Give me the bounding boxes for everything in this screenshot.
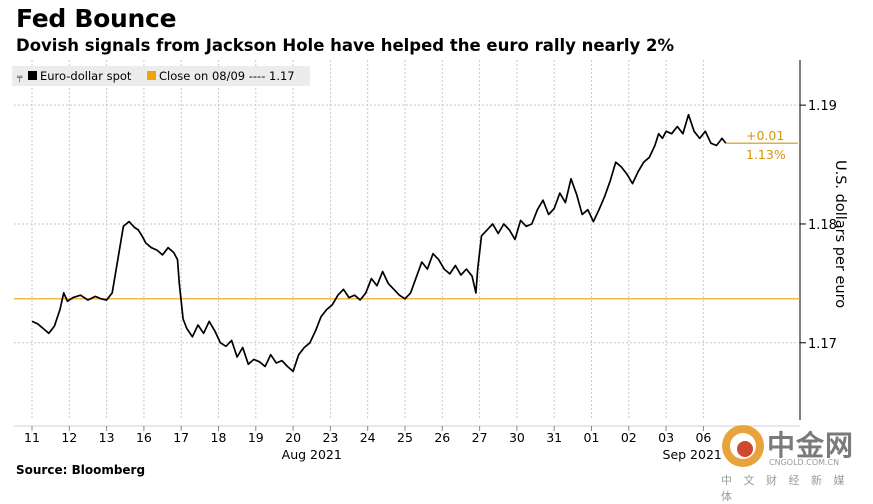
legend-swatch-spot xyxy=(28,71,37,80)
month-label-0: Aug 2021 xyxy=(282,447,342,462)
x-tick-label-9: 24 xyxy=(360,430,376,445)
watermark-domain: CNGOLD.COM.CN xyxy=(769,458,840,467)
x-tick-label-3: 16 xyxy=(136,430,152,445)
watermark-tagline: 中 文 财 经 新 媒 体 xyxy=(721,474,849,503)
annotation-change: +0.01 xyxy=(746,128,784,143)
x-tick-label-6: 19 xyxy=(248,430,264,445)
x-tick-label-13: 30 xyxy=(509,430,525,445)
legend-swatch-close xyxy=(147,71,156,80)
legend-label-close: Close on 08/09 ---- 1.17 xyxy=(159,69,295,83)
y-axis-label: U.S. dollars per euro xyxy=(832,160,848,308)
x-tick-label-1: 12 xyxy=(61,430,77,445)
watermark-logo-icon xyxy=(722,425,764,467)
annotation-percent: 1.13% xyxy=(746,147,786,162)
legend-label-spot: Euro-dollar spot xyxy=(40,69,132,83)
series-line-euro-dollar-spot xyxy=(31,113,727,373)
x-tick-label-7: 20 xyxy=(285,430,301,445)
chart-subtitle: Dovish signals from Jackson Hole have he… xyxy=(16,36,675,55)
x-tick-label-10: 25 xyxy=(397,430,413,445)
x-tick-label-0: 11 xyxy=(24,430,40,445)
legend-background xyxy=(12,66,310,86)
y-tick-label-1: 1.18 xyxy=(808,218,837,233)
watermark-name: 中金网 xyxy=(767,429,855,462)
y-tick-label-2: 1.19 xyxy=(808,99,837,114)
source-note: Source: Bloomberg xyxy=(16,463,146,477)
gridlines xyxy=(14,60,800,420)
x-tick-label-4: 17 xyxy=(173,430,189,445)
x-tick-label-17: 03 xyxy=(658,430,674,445)
x-tick-label-12: 27 xyxy=(472,430,488,445)
month-labels: Aug 2021 Sep 2021 xyxy=(282,447,722,462)
legend: ╤ Euro-dollar spot Close on 08/09 ---- 1… xyxy=(12,66,310,86)
watermark: 中金网 CNGOLD.COM.CN 中 文 财 经 新 媒 体 xyxy=(717,420,867,503)
x-tick-label-5: 18 xyxy=(211,430,227,445)
x-tick-label-14: 31 xyxy=(546,430,562,445)
legend-marker-glyph: ╤ xyxy=(16,73,23,83)
x-ticks: 11 12 13 16 17 18 19 20 23 24 25 26 27 30 31 01 02 03 06 xyxy=(24,426,711,445)
x-tick-label-11: 26 xyxy=(434,430,450,445)
x-tick-label-16: 02 xyxy=(621,430,637,445)
x-tick-label-18: 06 xyxy=(695,430,711,445)
y-axis-label-text: U.S. dollars per euro xyxy=(832,160,848,308)
x-tick-label-15: 01 xyxy=(584,430,600,445)
x-tick-label-2: 13 xyxy=(99,430,115,445)
chart-title: Fed Bounce xyxy=(16,4,177,33)
month-label-1: Sep 2021 xyxy=(663,447,722,462)
x-tick-label-8: 23 xyxy=(322,430,338,445)
y-tick-label-0: 1.17 xyxy=(808,337,837,352)
y-ticks: 1.17 1.18 1.19 xyxy=(800,99,837,352)
